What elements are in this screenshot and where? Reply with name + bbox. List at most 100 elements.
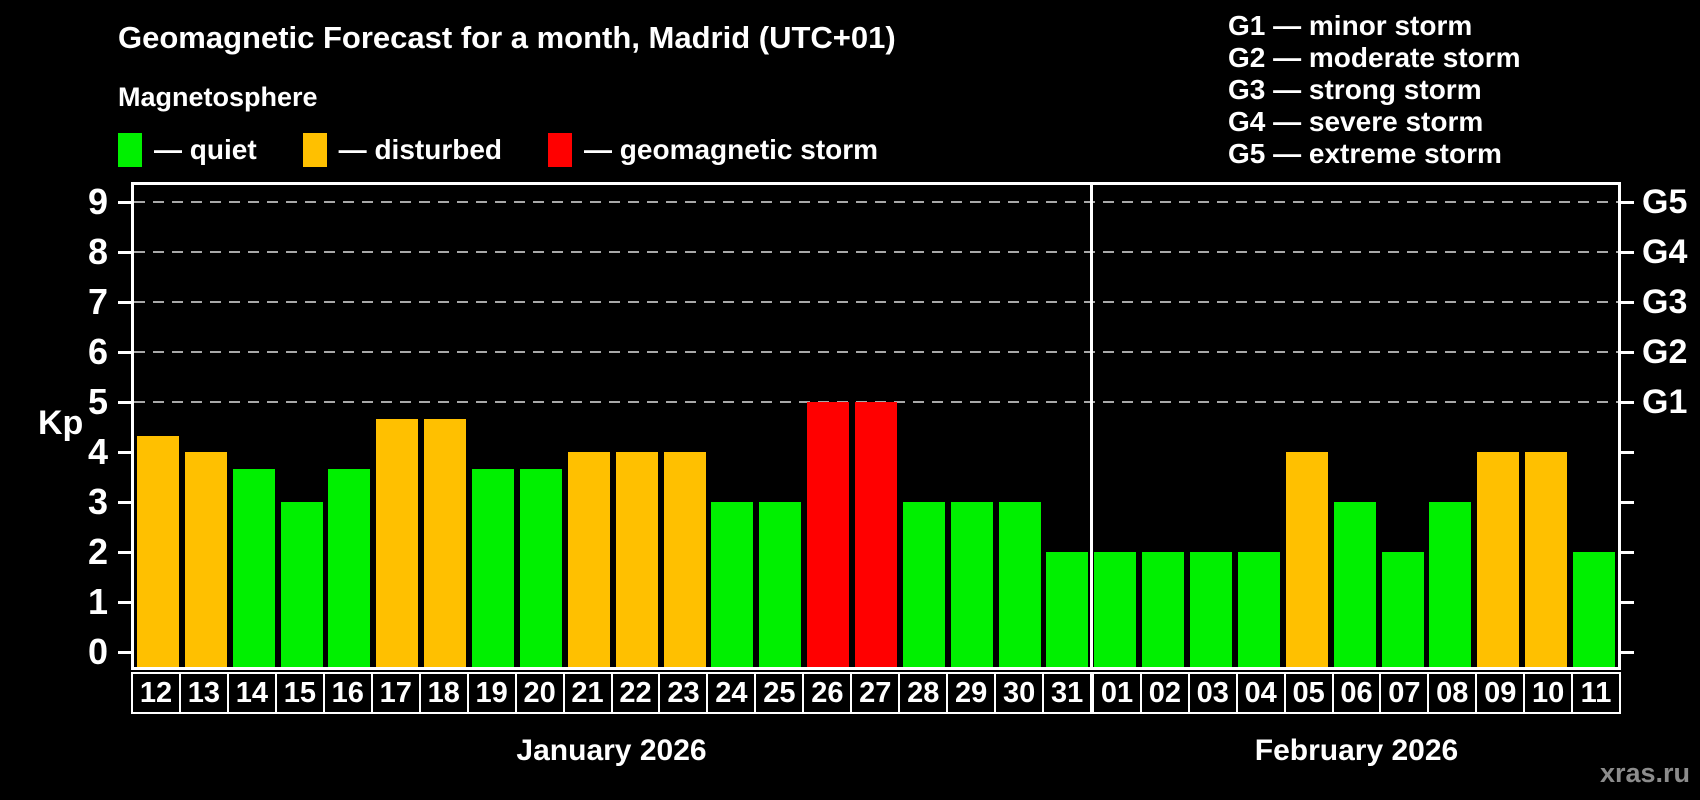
day-labels-january: 12 13 14 15 16 17 18 19 20 21 22 23 24 25 26 27 28 29 30 31	[131, 672, 1093, 714]
day-label-feb-05: 05	[1283, 672, 1334, 714]
y-axis-tick-right-1	[1621, 601, 1634, 604]
day-label-jan-31: 31	[1042, 672, 1093, 714]
y-axis-tick-left-5	[118, 401, 131, 404]
y-axis-tick-label-0: 0	[87, 631, 108, 672]
kp-bar-feb-10	[1525, 452, 1568, 667]
kp-bar-feb-01	[1094, 552, 1137, 667]
y-axis-tick-label-3: 3	[87, 481, 108, 522]
gridline-kp7	[134, 301, 1618, 303]
month-caption-february: February 2026	[1254, 734, 1459, 767]
legend-label-quiet: — quiet	[154, 134, 257, 165]
y-axis-label: Kp	[38, 404, 84, 442]
day-label-feb-10: 10	[1523, 672, 1574, 714]
kp-bar-feb-08	[1429, 502, 1472, 667]
storm-swatch-icon	[548, 133, 573, 167]
g-legend-line-2: G2 — moderate storm	[1228, 42, 1521, 73]
y-axis-tick-left-3	[118, 501, 131, 504]
kp-bar-jan-18	[424, 418, 467, 667]
kp-bar-jan-29	[950, 502, 993, 667]
day-label-feb-11: 11	[1571, 672, 1621, 714]
kp-bar-feb-07	[1381, 552, 1424, 667]
day-label-jan-22: 22	[610, 672, 661, 714]
kp-bar-jan-31	[1046, 552, 1089, 667]
kp-bar-feb-04	[1237, 552, 1280, 667]
kp-bar-jan-26	[807, 402, 850, 667]
kp-bar-jan-21	[567, 452, 610, 667]
kp-bar-jan-24	[711, 502, 754, 667]
day-label-jan-21: 21	[562, 672, 613, 714]
right-axis-label-g1: G1	[1642, 383, 1688, 421]
gridline-kp9	[134, 201, 1618, 203]
chart-title: Geomagnetic Forecast for a month, Madrid…	[118, 20, 896, 55]
day-label-jan-18: 18	[418, 672, 469, 714]
kp-bar-feb-09	[1477, 452, 1520, 667]
day-label-jan-30: 30	[994, 672, 1045, 714]
day-label-jan-16: 16	[322, 672, 373, 714]
kp-status-legend: — quiet — disturbed — geomagnetic storm	[118, 131, 878, 169]
y-axis-tick-left-0	[118, 651, 131, 654]
plot-inner	[134, 185, 1618, 667]
legend-item-disturbed: — disturbed	[302, 133, 503, 167]
kp-bar-feb-03	[1190, 552, 1233, 667]
y-axis-tick-label-5: 5	[87, 381, 108, 422]
quiet-swatch-icon	[118, 133, 142, 167]
day-label-jan-27: 27	[850, 672, 901, 714]
y-axis-tick-label-4: 4	[87, 431, 108, 472]
month-caption-january: January 2026	[516, 734, 707, 767]
legend-item-storm: — geomagnetic storm	[548, 133, 878, 167]
y-axis-tick-right-5	[1621, 401, 1634, 404]
y-axis-tick-left-9	[118, 201, 131, 204]
y-axis-tick-right-9	[1621, 201, 1634, 204]
g-legend-line-3: G3 — strong storm	[1228, 74, 1482, 105]
disturbed-swatch-icon	[302, 133, 327, 167]
right-axis-label-g2: G2	[1642, 333, 1688, 371]
y-axis-tick-left-8	[118, 251, 131, 254]
right-axis-label-g4: G4	[1642, 233, 1688, 271]
legend-label-disturbed: — disturbed	[338, 134, 503, 165]
kp-bar-jan-15	[280, 502, 323, 667]
day-label-jan-28: 28	[898, 672, 949, 714]
y-axis-tick-label-1: 1	[87, 581, 108, 622]
day-label-feb-06: 06	[1331, 672, 1382, 714]
day-label-feb-08: 08	[1427, 672, 1478, 714]
magnetosphere-legend-title: Magnetosphere	[118, 82, 318, 112]
kp-bar-jan-25	[759, 502, 802, 667]
y-axis-tick-right-2	[1621, 551, 1634, 554]
kp-bar-feb-05	[1285, 452, 1328, 667]
month-divider-line	[1089, 185, 1093, 667]
day-label-feb-02: 02	[1139, 672, 1190, 714]
kp-bar-jan-22	[615, 452, 658, 667]
kp-bar-jan-14	[232, 468, 275, 667]
y-axis-tick-left-6	[118, 351, 131, 354]
kp-bar-jan-30	[998, 502, 1041, 667]
day-label-feb-03: 03	[1187, 672, 1238, 714]
watermark: xras.ru	[1599, 758, 1690, 788]
day-label-feb-09: 09	[1475, 672, 1526, 714]
g-legend-line-4: G4 — severe storm	[1228, 106, 1484, 137]
y-axis-tick-right-7	[1621, 301, 1634, 304]
kp-bar-feb-02	[1142, 552, 1185, 667]
y-axis-tick-label-7: 7	[87, 281, 108, 322]
y-axis-tick-label-8: 8	[87, 231, 108, 272]
g-legend-line-5: G5 — extreme storm	[1228, 138, 1502, 169]
g-scale-legend: G1 — minor storm G2 — moderate storm G3 — …	[1228, 10, 1521, 170]
day-label-jan-25: 25	[754, 672, 805, 714]
right-axis-label-g3: G3	[1642, 283, 1688, 321]
kp-bar-feb-06	[1333, 502, 1376, 667]
legend-item-quiet: — quiet	[118, 133, 257, 167]
day-label-jan-12: 12	[131, 672, 181, 714]
kp-bar-jan-27	[855, 402, 897, 667]
legend-label-storm: — geomagnetic storm	[584, 134, 879, 165]
kp-bar-jan-13	[184, 452, 227, 667]
kp-bar-jan-28	[902, 502, 945, 667]
kp-bar-feb-11	[1573, 552, 1616, 667]
plot-area	[131, 182, 1621, 670]
day-label-jan-26: 26	[802, 672, 853, 714]
y-axis-tick-right-0	[1621, 651, 1634, 654]
y-axis-tick-left-4	[118, 451, 131, 454]
g-legend-line-1: G1 — minor storm	[1228, 10, 1473, 41]
kp-bar-jan-16	[328, 468, 371, 667]
gridline-kp6	[134, 351, 1618, 353]
day-label-jan-15: 15	[274, 672, 325, 714]
